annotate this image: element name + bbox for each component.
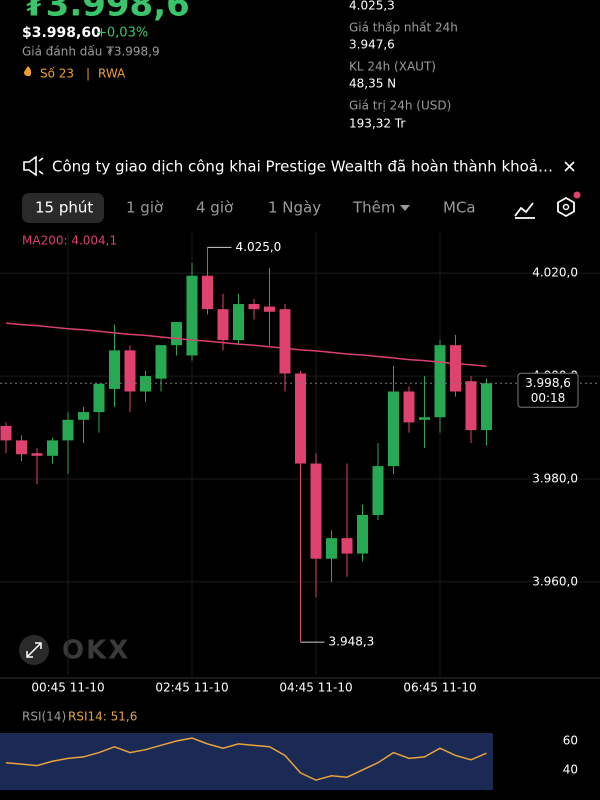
x-tick-label: 02:45 11-10 xyxy=(155,681,228,695)
stat-label: Giá trị 24h (USD) xyxy=(349,99,451,113)
close-button[interactable] xyxy=(564,161,575,172)
candle-body xyxy=(372,466,384,515)
stat-label: KL 24h (XAUT) xyxy=(349,60,436,74)
candle-body xyxy=(279,309,291,374)
rsi-title: RSI(14) xyxy=(22,710,66,724)
candle-body xyxy=(233,304,244,341)
candle-body xyxy=(326,538,337,559)
tab[interactable]: 4 giờ xyxy=(196,199,234,217)
stat-value: 4.025,3 xyxy=(349,0,395,13)
candle-body xyxy=(388,391,399,467)
stat-value: 3.947,6 xyxy=(349,38,395,52)
tab[interactable]: 1 Ngày xyxy=(268,199,321,217)
annotation-label: 3.948,3 xyxy=(329,635,375,649)
flame-icon xyxy=(24,66,32,77)
y-tick-label: 40 xyxy=(563,762,578,776)
speaker-icon xyxy=(23,155,44,177)
candle-body xyxy=(124,350,136,392)
candle-body xyxy=(62,419,74,441)
settings-icon[interactable] xyxy=(557,196,575,218)
indicator-icon[interactable] xyxy=(514,202,535,219)
settings-icon-dot xyxy=(562,203,570,211)
candle-body xyxy=(78,412,89,420)
price-large: ₮3.998,6 xyxy=(22,0,190,25)
expand-icon xyxy=(26,642,42,658)
candle-body xyxy=(186,275,198,356)
candle-body xyxy=(248,304,260,310)
price-usd: $3.998,60 xyxy=(22,25,101,41)
ma-label: MA200: 4.004,1 xyxy=(22,234,117,248)
tab[interactable]: 15 phút xyxy=(35,199,93,217)
last-price-box xyxy=(517,372,579,408)
last-price-label: 3.998,6 xyxy=(525,376,571,390)
watermark: OKX xyxy=(62,636,130,666)
tag: RWA xyxy=(98,67,126,81)
y-tick-label: 3.960,0 xyxy=(532,574,578,588)
candle-body xyxy=(155,345,167,379)
candle-body xyxy=(264,306,275,312)
candle-body xyxy=(434,345,446,418)
rsi-band xyxy=(0,733,493,790)
rsi-line xyxy=(5,737,487,781)
candle-body xyxy=(171,322,182,346)
candle-body xyxy=(0,425,12,441)
y-tick-label: 4.020,0 xyxy=(532,266,578,280)
tab[interactable]: 1 giờ xyxy=(126,199,164,217)
candle-body xyxy=(217,309,229,341)
tab[interactable]: MCa xyxy=(443,199,476,217)
mark-price: Giá đánh dấu ₮3.998,9 xyxy=(22,45,160,59)
y-tick-label: 60 xyxy=(563,733,578,747)
x-tick-label: 04:45 11-10 xyxy=(279,681,352,695)
candle-body xyxy=(450,345,461,392)
countdown: 00:18 xyxy=(531,391,566,405)
x-tick-label: 06:45 11-10 xyxy=(403,681,476,695)
candle-body xyxy=(16,440,27,455)
candle-body xyxy=(31,453,43,456)
candle-body xyxy=(202,275,213,310)
candle-body xyxy=(481,383,492,431)
ma-line xyxy=(5,322,487,368)
y-tick-label: 3.980,0 xyxy=(532,471,578,485)
notification-dot xyxy=(573,191,581,199)
candle-body xyxy=(109,350,120,389)
rsi-legend: RSI14: 51,6 xyxy=(68,710,137,724)
candle-body xyxy=(140,376,151,392)
rank: Số 23 xyxy=(40,67,74,81)
candle-body xyxy=(295,373,306,464)
tab[interactable]: Thêm xyxy=(352,199,396,217)
candle-body xyxy=(93,383,105,413)
candle-body xyxy=(47,440,58,456)
stat-value: 48,35 N xyxy=(349,77,396,91)
price-change: +0,03% xyxy=(96,26,148,41)
stat-value: 193,32 Tr xyxy=(349,117,405,131)
tab-selected-bg xyxy=(22,193,104,223)
stat-label: Giá thấp nhất 24h xyxy=(349,21,458,35)
announcement[interactable]: Công ty giao dịch công khai Prestige Wea… xyxy=(52,158,553,176)
candle-body xyxy=(310,463,322,559)
separator: | xyxy=(86,67,90,81)
x-tick-label: 00:45 11-10 xyxy=(31,681,104,695)
candle-body xyxy=(357,514,368,554)
annotation-label: 4.025,0 xyxy=(236,240,282,254)
candle-body xyxy=(341,538,353,554)
candle-body xyxy=(465,381,477,431)
candle-body xyxy=(403,391,415,423)
candle-body xyxy=(419,417,430,420)
dropdown-arrow xyxy=(400,205,410,211)
